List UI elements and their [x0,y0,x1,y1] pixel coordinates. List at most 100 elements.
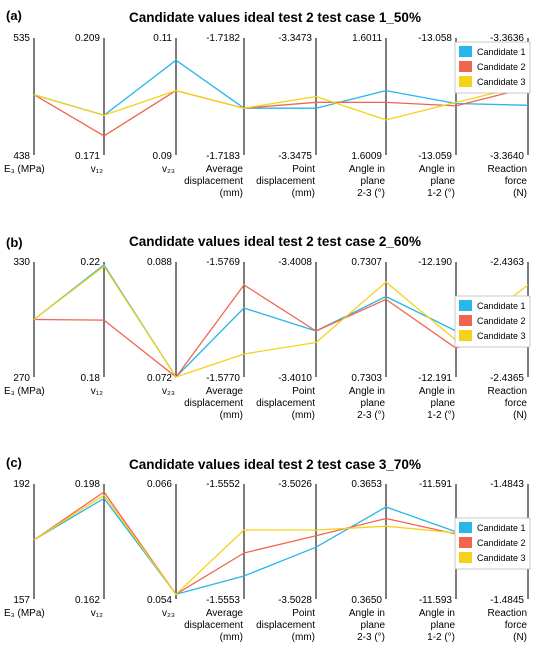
panel-label: (a) [6,8,22,23]
axis-label: Angle in [419,608,455,619]
axis-max-label: -12.190 [418,257,452,268]
axis-label: displacement [256,620,315,631]
axis-label: 1-2 (°) [427,632,455,643]
axis-min-label: 1.6009 [351,151,382,162]
axis-label: E₃ (MPa) [4,164,45,175]
axis-min-label: -2.4365 [490,373,524,384]
axis-label: (N) [513,410,527,421]
chart-panel-1: (a) Candidate values ideal test 2 test ca… [4,8,531,199]
axis-max-label: -3.4008 [278,257,312,268]
axis-min-label: -12.191 [418,373,452,384]
axis-label: force [505,398,528,409]
axis-max-label: 0.3653 [351,479,382,490]
axis-label: Reaction [488,608,527,619]
legend-swatch [459,46,472,57]
axis-label: plane [361,398,386,409]
axis-label: v₁₂ [91,164,103,175]
axis-min-label: -3.4010 [278,373,312,384]
axis-label: 2-3 (°) [357,188,385,199]
axis-label: Angle in [349,608,385,619]
axis-label: displacement [256,176,315,187]
legend-entry: Candidate 3 [477,553,526,563]
axis-label: Average [206,386,244,397]
axis-label: plane [431,620,456,631]
axis-label: displacement [184,620,243,631]
axis-label: Point [292,608,315,619]
series-line-candidate-3 [33,265,529,378]
axis-label: (N) [513,632,527,643]
legend: Candidate 1 Candidate 2 Candidate 3 [454,295,531,348]
axis-label: Angle in [419,386,455,397]
axis-label: plane [361,620,386,631]
legend-entry: Candidate 1 [477,47,526,57]
axis-max-label: 0.11 [153,33,172,44]
axis-label: plane [431,398,456,409]
series-line-candidate-3 [33,494,529,595]
series-line-candidate-3 [33,84,529,121]
axis-max-label: -1.5552 [206,479,240,490]
legend-entry: Candidate 3 [477,331,526,341]
series-line-candidate-1 [33,59,529,116]
legend-swatch [459,552,472,563]
axis-max-label: -11.591 [419,479,453,490]
axis-max-label: 0.088 [147,257,172,268]
axis-max-label: 0.198 [75,479,100,490]
legend-swatch [459,537,472,548]
axis-min-label: 0.054 [147,595,172,606]
axis-label: v₁₂ [91,608,103,619]
axis-label: Reaction [488,386,527,397]
legend-swatch [459,61,472,72]
axis-label: (mm) [220,410,243,421]
axis-label: Point [292,386,315,397]
series-line-candidate-2 [33,284,529,378]
axis-min-label: -1.4845 [490,595,524,606]
axis-min-label: -3.3640 [490,151,524,162]
axis-max-label: 330 [13,257,30,268]
axis-label: force [505,620,528,631]
axis-max-label: -13.058 [418,33,452,44]
axis-label: displacement [256,398,315,409]
chart-title: Candidate values ideal test 2 test case … [129,234,421,249]
axis-max-label: 0.066 [147,479,172,490]
chart-title: Candidate values ideal test 2 test case … [129,457,421,472]
axis-label: 2-3 (°) [357,410,385,421]
legend-swatch [459,76,472,87]
axis-min-label: -1.5770 [206,373,240,384]
axis-label: E₃ (MPa) [4,386,45,397]
axis-max-label: 0.7307 [351,257,382,268]
axis-min-label: 0.072 [147,373,172,384]
axis-label: (N) [513,188,527,199]
axis-max-label: 192 [13,479,30,490]
axis-max-label: -2.4363 [490,257,524,268]
axis-label: displacement [184,176,243,187]
panel-label: (b) [6,235,23,250]
axis-label: Average [206,608,244,619]
legend: Candidate 1 Candidate 2 Candidate 3 [454,517,531,570]
axis-label: E₃ (MPa) [4,608,45,619]
axis-max-label: 535 [13,33,30,44]
axis-min-label: -3.3475 [278,151,312,162]
legend-entry: Candidate 2 [477,316,526,326]
axis-label: (mm) [220,188,243,199]
axis-label: Angle in [349,164,385,175]
axis-min-label: 438 [13,151,30,162]
legend-entry: Candidate 3 [477,77,526,87]
axis-label: Average [206,164,244,175]
axis-min-label: 0.7303 [351,373,382,384]
axis-min-label: 0.171 [75,151,100,162]
axis-label: Reaction [488,164,527,175]
legend-entry: Candidate 1 [477,523,526,533]
axis-label: displacement [184,398,243,409]
series-line-candidate-2 [33,491,529,595]
axis-label: v₂₃ [162,164,175,175]
axis-min-label: -1.7183 [206,151,240,162]
axis-min-label: 270 [13,373,30,384]
axis-max-label: 0.22 [81,257,101,268]
legend-entry: Candidate 2 [477,538,526,548]
axis-max-label: 1.6011 [352,33,382,44]
axis-label: force [505,176,528,187]
axis-label: Point [292,164,315,175]
axis-label: 1-2 (°) [427,410,455,421]
legend-swatch [459,522,472,533]
axis-max-label: -3.3636 [490,33,524,44]
